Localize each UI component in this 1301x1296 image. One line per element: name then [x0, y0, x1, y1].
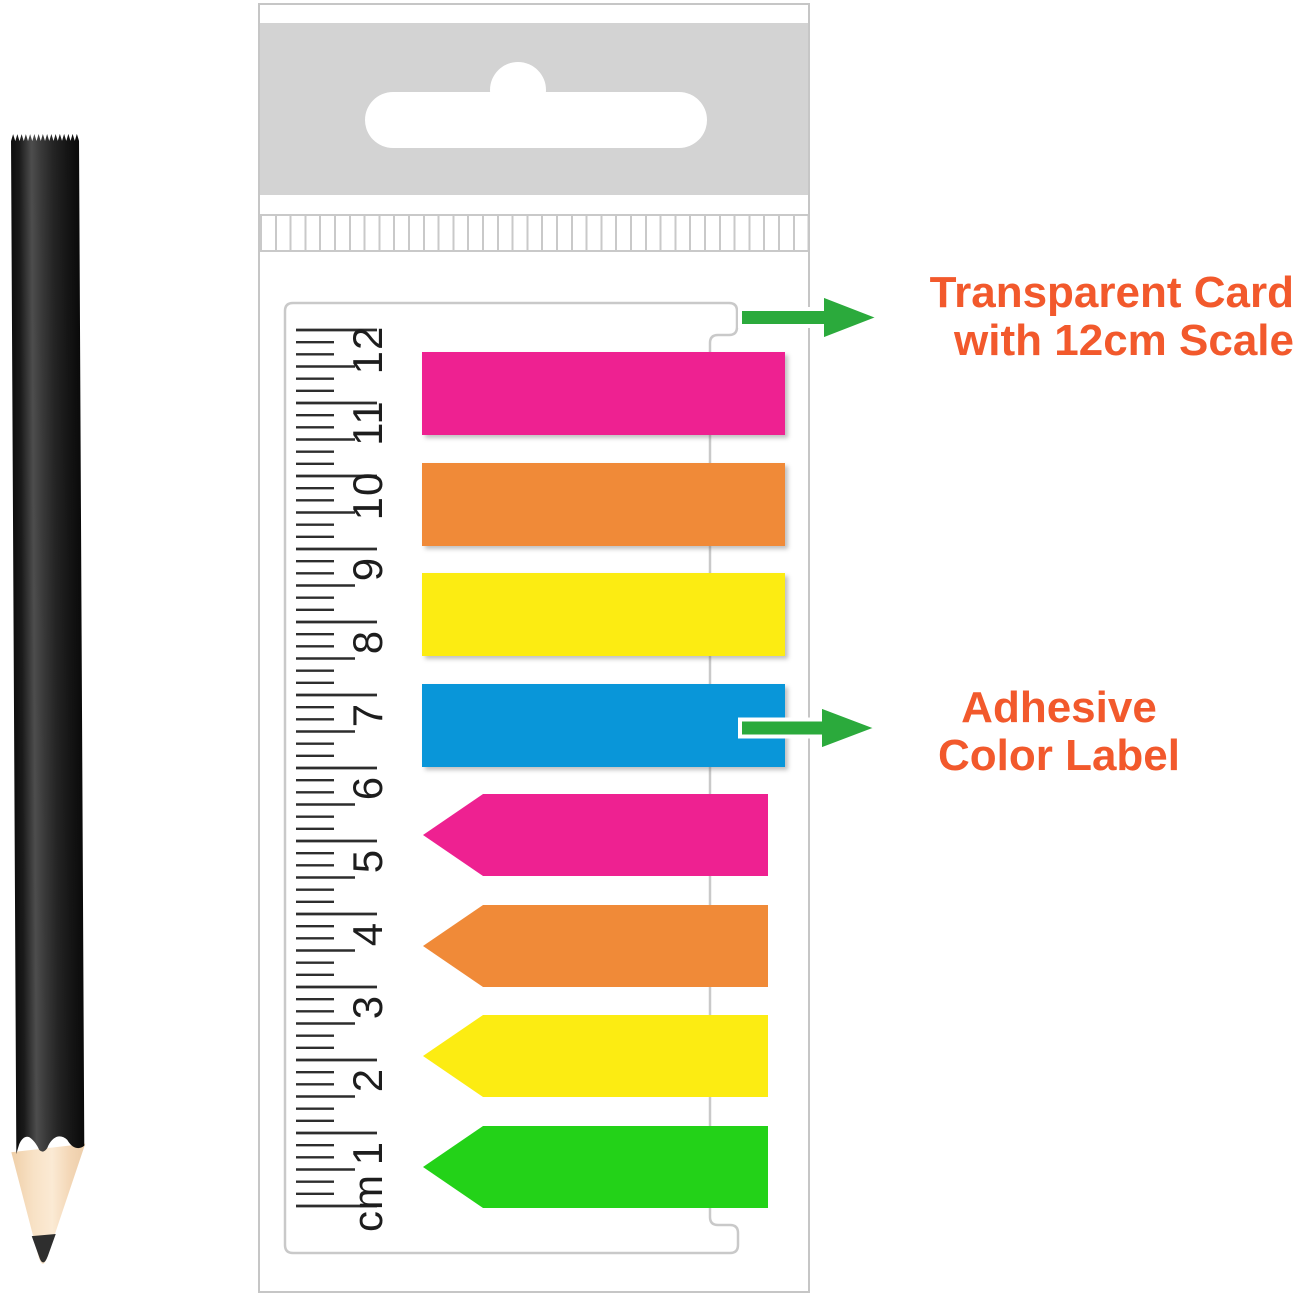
pencil-wood-cone [11, 1143, 86, 1265]
adhesive-label-callout: Adhesive Color Label [908, 684, 1210, 780]
blue-rect-tab [422, 684, 785, 767]
pencil [11, 133, 86, 1265]
callout-line: Color Label [937, 731, 1181, 780]
perforation-strip [260, 214, 808, 252]
ruler-unit-label: cm [344, 1174, 391, 1232]
ruler-number: 7 [344, 702, 391, 728]
ruler-number: 9 [344, 556, 391, 582]
yellow-rect-tab [422, 573, 785, 656]
pencil-body [11, 133, 85, 1155]
callout-line: with 12cm Scale [954, 316, 1294, 365]
pencil-graphite-tip [31, 1233, 56, 1263]
callout-line: Transparent Card [929, 268, 1294, 317]
ruler-number: 10 [344, 471, 391, 521]
ruler-number: 6 [344, 775, 391, 801]
ruler-number: 5 [344, 848, 391, 874]
ruler-number: 3 [344, 994, 391, 1020]
ruler-number: 11 [344, 400, 391, 446]
green-arrow-tab [423, 1126, 768, 1208]
orange-arrow-tab [423, 905, 768, 987]
yellow-arrow-tab [423, 1015, 768, 1097]
transparent-card-callout: Transparent Card with 12cm Scale [930, 269, 1294, 365]
callout-line: Adhesive [961, 683, 1157, 732]
pink-arrow-tab [423, 794, 768, 876]
ruler-number: 2 [344, 1067, 391, 1093]
pink-rect-tab [422, 352, 785, 435]
orange-rect-tab [422, 463, 785, 546]
hang-hole [365, 92, 707, 148]
ruler-number: 12 [344, 325, 391, 375]
ruler-number: 8 [344, 629, 391, 655]
ruler-number: 4 [344, 921, 391, 947]
